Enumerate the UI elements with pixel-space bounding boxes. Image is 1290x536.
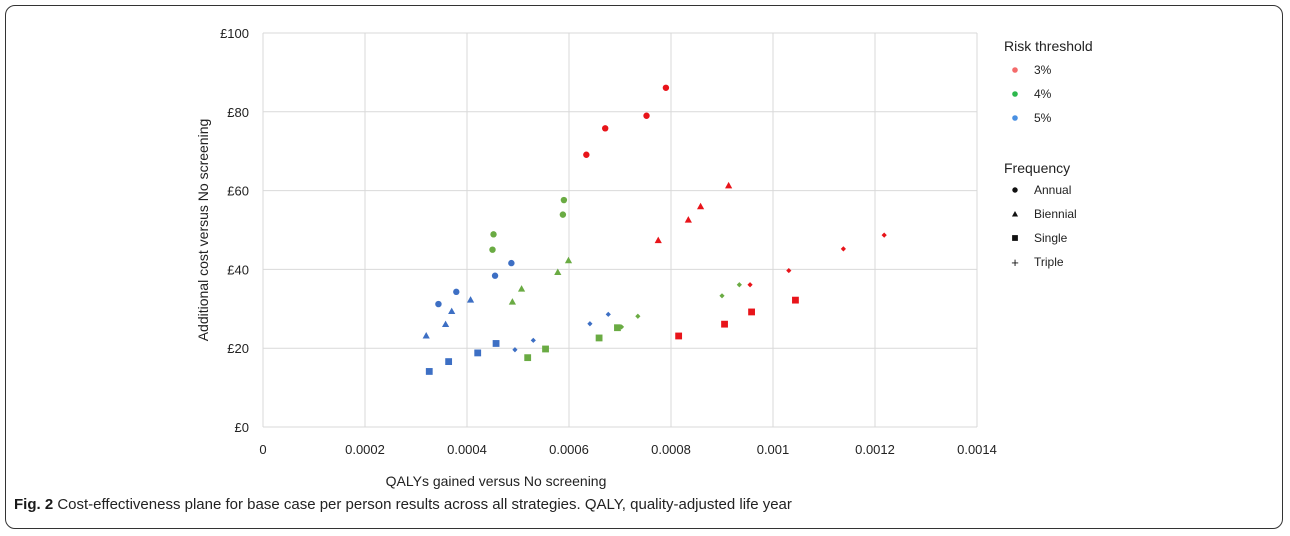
legend-frequency-label: Single [1034, 231, 1068, 245]
x-tick-label: 0.0014 [957, 442, 997, 457]
data-point-4pct-single [595, 334, 603, 342]
data-point-4pct-single [542, 345, 549, 353]
legend-frequency-label: Annual [1034, 183, 1071, 197]
data-point-4pct-biennial [554, 268, 562, 276]
y-axis-title: Additional cost versus No screening [195, 119, 211, 342]
data-point-4pct-biennial [517, 285, 526, 292]
legend-frequency-marker [1011, 210, 1019, 217]
data-point-4pct-triple [719, 293, 725, 299]
y-tick-label: £60 [227, 184, 249, 199]
x-tick-label: 0.0004 [447, 442, 487, 457]
legend-risk-marker [1012, 115, 1018, 121]
data-point-5pct-single [425, 368, 433, 375]
data-point-4pct-triple [618, 324, 625, 330]
legend-frequency-marker [1012, 187, 1018, 193]
data-point-3pct-single [721, 320, 728, 328]
data-point-5pct-triple [605, 311, 611, 317]
x-tick-label: 0.0008 [651, 442, 691, 457]
figure-caption-label: Fig. 2 [14, 496, 54, 513]
data-point-3pct-single [748, 308, 755, 316]
data-point-3pct-annual [583, 151, 590, 158]
data-point-5pct-triple [530, 337, 536, 343]
x-axis-title: QALYs gained versus No screening [386, 473, 607, 489]
data-point-5pct-annual [435, 300, 442, 308]
data-point-3pct-biennial [684, 216, 692, 223]
data-point-3pct-biennial [725, 181, 733, 189]
legend-risk-marker [1012, 67, 1018, 73]
data-point-3pct-single [675, 332, 683, 340]
data-point-5pct-triple [512, 347, 518, 353]
x-tick-label: 0.0006 [549, 442, 589, 457]
data-point-3pct-triple [747, 282, 753, 288]
legend-frequency-label: Biennial [1034, 207, 1077, 221]
legend-frequency-marker [1012, 235, 1018, 241]
legend-frequency-marker: + [1011, 255, 1019, 270]
figure-caption: Fig. 2 Cost-effectiveness plane for base… [14, 496, 792, 513]
data-point-3pct-annual [662, 84, 670, 91]
y-tick-label: £20 [227, 341, 249, 356]
data-point-4pct-single [614, 324, 621, 332]
legend-frequency-title: Frequency [1004, 160, 1070, 176]
data-point-3pct-biennial [696, 202, 705, 210]
data-point-4pct-annual [489, 246, 496, 253]
data-point-5pct-biennial [422, 331, 430, 339]
data-point-3pct-triple [840, 246, 846, 252]
data-point-5pct-annual [491, 272, 499, 279]
data-point-5pct-single [492, 340, 500, 347]
x-tick-label: 0.001 [757, 442, 790, 457]
y-tick-label: £0 [235, 420, 249, 435]
legend-risk-label: 5% [1034, 111, 1052, 125]
y-tick-label: £80 [227, 105, 249, 120]
data-point-5pct-biennial [441, 320, 450, 328]
legend-risk-title: Risk threshold [1004, 38, 1093, 54]
data-point-4pct-annual [490, 231, 497, 238]
data-point-5pct-biennial [466, 296, 475, 303]
data-point-3pct-annual [643, 112, 650, 119]
data-point-4pct-annual [560, 196, 568, 204]
data-point-3pct-annual [602, 125, 609, 132]
y-tick-label: £100 [220, 26, 249, 41]
legend-risk-label: 3% [1034, 63, 1052, 77]
data-point-3pct-biennial [654, 236, 662, 244]
data-point-5pct-single [445, 358, 453, 365]
data-point-4pct-biennial [564, 256, 573, 264]
figure-caption-text: Cost-effectiveness plane for base case p… [53, 496, 792, 513]
data-point-4pct-biennial [508, 298, 516, 305]
data-point-3pct-triple [786, 267, 792, 274]
legend-risk-label: 4% [1034, 87, 1052, 101]
scatter-chart: 0 0.0002 0.0004 0.0006 0.0008 0.001 0.0012 0.00… [195, 26, 1093, 489]
x-tick-label: 0 [259, 442, 266, 457]
data-point-5pct-annual [508, 259, 515, 267]
data-point-3pct-triple [881, 232, 887, 238]
data-point-4pct-annual [559, 211, 567, 218]
x-tick-label: 0.0012 [855, 442, 895, 457]
x-tick-label: 0.0002 [345, 442, 385, 457]
legend-risk-marker [1012, 91, 1018, 97]
data-point-3pct-single [792, 296, 799, 304]
legend-frequency-label: Triple [1034, 255, 1064, 269]
figure-frame [5, 5, 1283, 529]
data-point-5pct-triple [587, 321, 593, 327]
y-tick-label: £40 [227, 262, 249, 277]
data-point-4pct-triple [635, 313, 641, 319]
data-point-5pct-biennial [448, 307, 456, 315]
data-point-4pct-triple [736, 282, 742, 288]
data-point-4pct-single [524, 354, 532, 362]
data-point-5pct-single [474, 349, 482, 357]
data-point-5pct-annual [453, 288, 460, 296]
